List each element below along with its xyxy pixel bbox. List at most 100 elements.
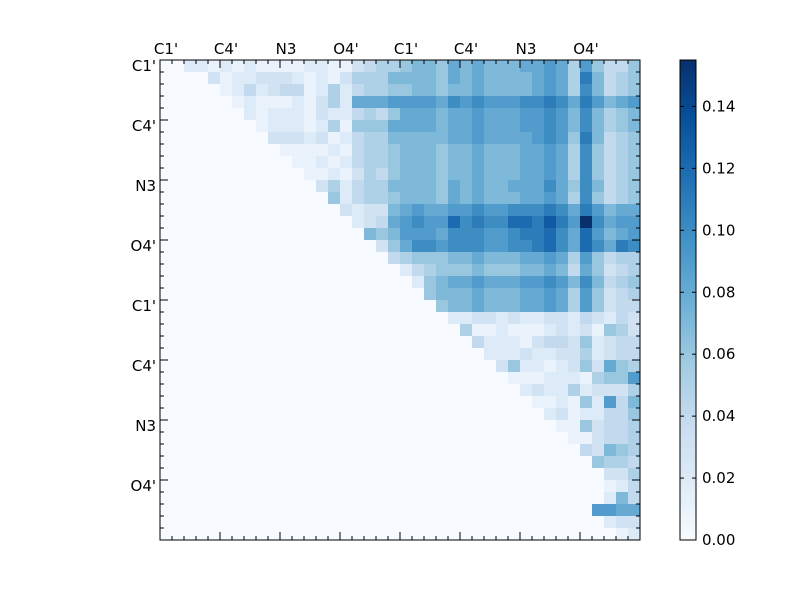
heatmap-cell: [388, 192, 401, 205]
heatmap-cell: [424, 288, 437, 301]
heatmap-cell: [532, 216, 545, 229]
heatmap-cell: [616, 168, 629, 181]
heatmap-cell: [388, 396, 401, 409]
heatmap-cell: [340, 456, 353, 469]
heatmap-cell: [172, 360, 185, 373]
colorbar-tick-label: 0.04: [702, 407, 735, 425]
heatmap-cell: [460, 504, 473, 517]
heatmap-cell: [292, 504, 305, 517]
heatmap-cell: [544, 300, 557, 313]
heatmap-cell: [268, 324, 281, 337]
heatmap-cell: [400, 324, 413, 337]
heatmap-cell: [388, 312, 401, 325]
heatmap-cell: [616, 480, 629, 493]
heatmap-cell: [328, 144, 341, 157]
heatmap-cell: [412, 528, 425, 541]
heatmap-cell: [616, 504, 629, 517]
heatmap-cell: [208, 456, 221, 469]
heatmap-cell: [616, 288, 629, 301]
heatmap-cell: [508, 468, 521, 481]
heatmap-cell: [508, 444, 521, 457]
heatmap-cell: [460, 144, 473, 157]
heatmap-cell: [532, 504, 545, 517]
heatmap-cell: [304, 84, 317, 97]
heatmap-cell: [604, 480, 617, 493]
heatmap-cell: [340, 336, 353, 349]
heatmap-cell: [628, 384, 641, 397]
heatmap-cell: [280, 72, 293, 85]
heatmap-cell: [220, 480, 233, 493]
heatmap-cell: [532, 516, 545, 529]
heatmap-cell: [340, 192, 353, 205]
heatmap-cell: [412, 372, 425, 385]
heatmap-cell: [280, 360, 293, 373]
heatmap-cell: [616, 264, 629, 277]
heatmap-cell: [160, 168, 173, 181]
heatmap-cell: [484, 528, 497, 541]
heatmap-cell: [460, 432, 473, 445]
heatmap-cell: [340, 408, 353, 421]
heatmap-cell: [208, 408, 221, 421]
heatmap-cell: [328, 120, 341, 133]
heatmap-cell: [520, 252, 533, 265]
heatmap-cell: [544, 396, 557, 409]
heatmap-cell: [280, 252, 293, 265]
heatmap-cell: [628, 228, 641, 241]
heatmap-cell: [568, 312, 581, 325]
heatmap-cell: [628, 144, 641, 157]
heatmap-cell: [424, 192, 437, 205]
heatmap-cell: [352, 516, 365, 529]
heatmap-cell: [256, 396, 269, 409]
heatmap-cell: [460, 468, 473, 481]
heatmap-cell: [352, 84, 365, 97]
heatmap-cell: [448, 300, 461, 313]
x-tick-label: N3: [516, 40, 537, 58]
heatmap-cell: [544, 480, 557, 493]
heatmap-cell: [316, 240, 329, 253]
heatmap-cell: [340, 504, 353, 517]
heatmap-cell: [304, 156, 317, 169]
heatmap-cell: [208, 192, 221, 205]
heatmap-cell: [376, 84, 389, 97]
heatmap-cell: [472, 336, 485, 349]
heatmap-cell: [376, 396, 389, 409]
heatmap-cell: [256, 156, 269, 169]
heatmap-cell: [448, 240, 461, 253]
heatmap-cell: [484, 276, 497, 289]
heatmap-cell: [292, 444, 305, 457]
heatmap-cell: [160, 60, 173, 73]
heatmap-cell: [628, 432, 641, 445]
heatmap-cell: [304, 108, 317, 121]
heatmap-cell: [460, 420, 473, 433]
heatmap-cell: [412, 144, 425, 157]
heatmap-cell: [448, 216, 461, 229]
heatmap-cell: [520, 84, 533, 97]
heatmap-cell: [388, 276, 401, 289]
heatmap-cell: [316, 516, 329, 529]
heatmap-cell: [364, 108, 377, 121]
heatmap-cell: [328, 84, 341, 97]
heatmap-cell: [544, 324, 557, 337]
heatmap-cell: [388, 348, 401, 361]
heatmap-cell: [496, 468, 509, 481]
heatmap-cell: [508, 192, 521, 205]
heatmap-cell: [220, 432, 233, 445]
heatmap-cell: [232, 408, 245, 421]
heatmap-cell: [436, 444, 449, 457]
heatmap-cell: [232, 180, 245, 193]
heatmap-cell: [184, 528, 197, 541]
heatmap-cell: [484, 408, 497, 421]
heatmap-cell: [544, 252, 557, 265]
heatmap-cell: [604, 84, 617, 97]
heatmap-cell: [256, 168, 269, 181]
heatmap-cell: [280, 120, 293, 133]
heatmap-cell: [352, 228, 365, 241]
heatmap-cell: [160, 312, 173, 325]
heatmap-cell: [340, 468, 353, 481]
heatmap-cell: [160, 180, 173, 193]
heatmap-cell: [628, 192, 641, 205]
heatmap-cell: [340, 240, 353, 253]
heatmap-cell: [532, 480, 545, 493]
heatmap-cell: [460, 492, 473, 505]
heatmap-cell: [256, 528, 269, 541]
